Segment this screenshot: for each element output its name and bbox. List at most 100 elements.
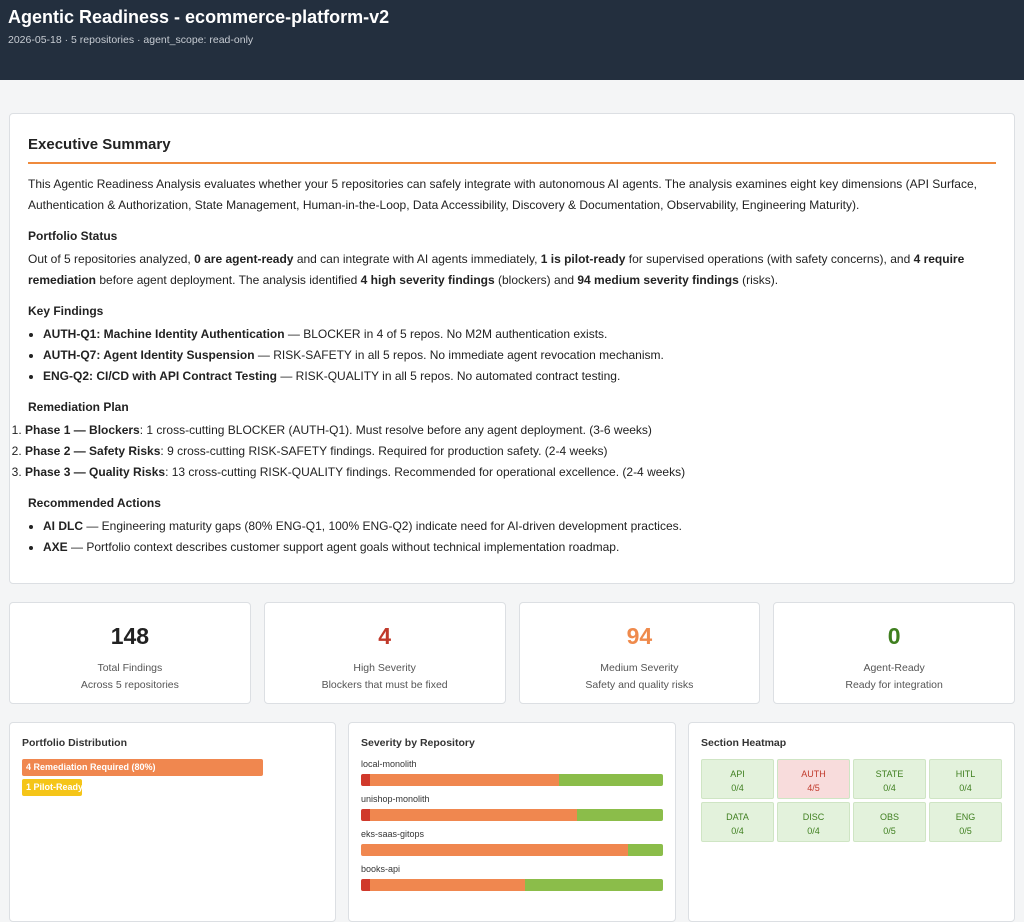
cell-value: 0/5 bbox=[959, 826, 972, 836]
text-run: (risks). bbox=[738, 273, 779, 287]
cell-value: 0/4 bbox=[883, 783, 896, 793]
text-run: for supervised operations (with safety c… bbox=[625, 252, 914, 266]
severity-segment bbox=[628, 844, 663, 856]
cell-value: 0/4 bbox=[959, 783, 972, 793]
heatmap-cell: API 0/4 bbox=[701, 759, 774, 799]
heatmap-cell: ENG 0/5 bbox=[929, 802, 1002, 842]
item-label: Phase 3 — Quality Risks bbox=[25, 465, 166, 479]
stat-card: 148 Total Findings Across 5 repositories bbox=[9, 602, 251, 704]
cell-value: 0/4 bbox=[731, 826, 744, 836]
page-title: Agentic Readiness - ecommerce-platform-v… bbox=[8, 7, 390, 27]
repo-bar bbox=[361, 809, 663, 821]
item-label: AUTH-Q7: Agent Identity Suspension bbox=[43, 348, 255, 362]
item-label: Phase 2 — Safety Risks bbox=[25, 444, 161, 458]
stat-card: 94 Medium Severity Safety and quality risk… bbox=[518, 602, 761, 704]
cell-label: OBS bbox=[879, 812, 899, 822]
list-item: AXE — Portfolio context describes custom… bbox=[43, 537, 996, 558]
list-item: AUTH-Q7: Agent Identity Suspension — RIS… bbox=[43, 345, 996, 366]
heatmap-cell: AUTH 4/5 bbox=[777, 759, 850, 799]
text-run: 0 are agent-ready bbox=[194, 252, 294, 266]
section-heatmap: Section Heatmap API 0/4 AUTH 4/5 STATE 0/4 HIT… bbox=[688, 722, 1015, 922]
section-heading: Key Findings bbox=[28, 304, 104, 318]
stat-label: Total Findings bbox=[97, 662, 163, 674]
stat-value: 148 bbox=[110, 623, 150, 649]
bar-label: 1 Pilot-Ready bbox=[26, 782, 83, 792]
list-item: AI DLC — Engineering maturity gaps (80% … bbox=[43, 516, 996, 537]
portfolio-status: Out of 5 repositories analyzed, 0 are ag… bbox=[28, 249, 996, 291]
text-run: 4 require remediation bbox=[28, 252, 965, 287]
page: Agentic Readiness - ecommerce-platform-v… bbox=[0, 0, 1024, 890]
stat-card: 4 High Severity Blockers that must be fixe… bbox=[263, 602, 506, 704]
cell-value: 0/5 bbox=[883, 826, 896, 836]
stat-value: 94 bbox=[626, 623, 653, 649]
repo-name: books-api bbox=[361, 864, 401, 874]
cell-value: 0/4 bbox=[807, 826, 820, 836]
repo-bar bbox=[361, 879, 663, 891]
stat-sublabel: Ready for integration bbox=[845, 679, 943, 691]
list-item: Phase 1 — Blockers: 1 cross-cutting BLOC… bbox=[25, 420, 996, 441]
repo-bar bbox=[361, 844, 663, 856]
cell-value: 0/4 bbox=[731, 783, 744, 793]
list: Phase 1 — Blockers: 1 cross-cutting BLOC… bbox=[10, 420, 996, 483]
cell-label: API bbox=[730, 769, 745, 779]
distribution-bar: 1 Pilot-Ready bbox=[22, 779, 83, 796]
stat-value: 4 bbox=[378, 623, 392, 649]
severity-segment bbox=[361, 774, 370, 786]
item-label: Phase 1 — Blockers bbox=[25, 423, 140, 437]
stat-label: Agent-Ready bbox=[863, 662, 925, 674]
item-text: — Engineering maturity gaps (80% ENG-Q1,… bbox=[83, 519, 682, 533]
list-item: Phase 3 — Quality Risks: 13 cross-cuttin… bbox=[25, 462, 996, 483]
item-label: AXE bbox=[43, 540, 68, 554]
stat-sublabel: Across 5 repositories bbox=[80, 679, 179, 691]
cell-value: 4/5 bbox=[807, 783, 820, 793]
heatmap-grid: API 0/4 AUTH 4/5 STATE 0/4 HITL 0/4 DATA 0/4 DISC 0… bbox=[701, 759, 1002, 842]
stat-sublabel: Safety and quality risks bbox=[585, 679, 694, 691]
item-text: : 9 cross-cutting RISK-SAFETY findings. … bbox=[160, 444, 608, 458]
text-run: before agent deployment. The analysis id… bbox=[96, 273, 361, 287]
heatmap-cell: HITL 0/4 bbox=[929, 759, 1002, 799]
heatmap-cell: OBS 0/5 bbox=[853, 802, 926, 842]
severity-segment bbox=[576, 809, 663, 821]
header: Agentic Readiness - ecommerce-platform-v… bbox=[0, 0, 1024, 80]
cell-label: HITL bbox=[955, 769, 976, 779]
repo-name: local-monolith bbox=[361, 759, 417, 769]
list: AUTH-Q1: Machine Identity Authentication… bbox=[28, 324, 996, 387]
stats: 148 Total Findings Across 5 repositories 4 H… bbox=[9, 602, 1015, 704]
distribution-bar: 4 Remediation Required (80%) bbox=[22, 759, 263, 776]
item-text: — Portfolio context describes customer s… bbox=[67, 540, 620, 554]
heatmap-cell: DATA 0/4 bbox=[701, 802, 774, 842]
panel-title: Portfolio Distribution bbox=[22, 737, 127, 749]
section-heading: Recommended Actions bbox=[28, 496, 161, 510]
bar-label: 4 Remediation Required (80%) bbox=[26, 762, 156, 772]
item-label: AI DLC bbox=[43, 519, 83, 533]
stat-label: Medium Severity bbox=[600, 662, 679, 674]
repo-name: unishop-monolith bbox=[361, 794, 430, 804]
panel-title: Severity by Repository bbox=[361, 737, 475, 749]
list-item: AUTH-Q1: Machine Identity Authentication… bbox=[43, 324, 996, 345]
repo-name: eks-saas-gitops bbox=[361, 829, 425, 839]
item-text: : 13 cross-cutting RISK-QUALITY findings… bbox=[165, 465, 686, 479]
intro: This Agentic Readiness Analysis evaluate… bbox=[28, 177, 977, 212]
text-run: Out of 5 repositories analyzed, bbox=[28, 252, 195, 266]
lists: Key Findings AUTH-Q1: Machine Identity Au… bbox=[25, 301, 996, 558]
item-text: — RISK-SAFETY in all 5 repos. No immedia… bbox=[254, 348, 664, 362]
cell-label: DISC bbox=[802, 812, 825, 822]
stat-label: High Severity bbox=[353, 662, 416, 674]
item-label: AUTH-Q1: Machine Identity Authentication bbox=[43, 327, 285, 341]
severity-segment bbox=[369, 879, 525, 891]
item-text: — BLOCKER in 4 of 5 repos. No M2M authen… bbox=[284, 327, 608, 341]
severity-segment bbox=[559, 774, 663, 786]
text-run: (blockers) and bbox=[494, 273, 578, 287]
section-heading: Remediation Plan bbox=[28, 400, 129, 414]
item-text: : 1 cross-cutting BLOCKER (AUTH-Q1). Mus… bbox=[139, 423, 652, 437]
text-run: and can integrate with AI agents immedia… bbox=[293, 252, 541, 266]
text-run: 94 medium severity findings bbox=[577, 273, 739, 287]
cell-label: DATA bbox=[726, 812, 749, 822]
subtitle: 2026-05-18 · 5 repositories · agent_scop… bbox=[8, 34, 254, 46]
list: AI DLC — Engineering maturity gaps (80% … bbox=[28, 516, 996, 558]
severity-segment bbox=[369, 809, 577, 821]
heatmap-cell: STATE 0/4 bbox=[853, 759, 926, 799]
executive-summary: Executive Summary This Agentic Readiness… bbox=[9, 113, 1015, 584]
heatmap-cell: DISC 0/4 bbox=[777, 802, 850, 842]
stat-value: 0 bbox=[887, 623, 901, 649]
